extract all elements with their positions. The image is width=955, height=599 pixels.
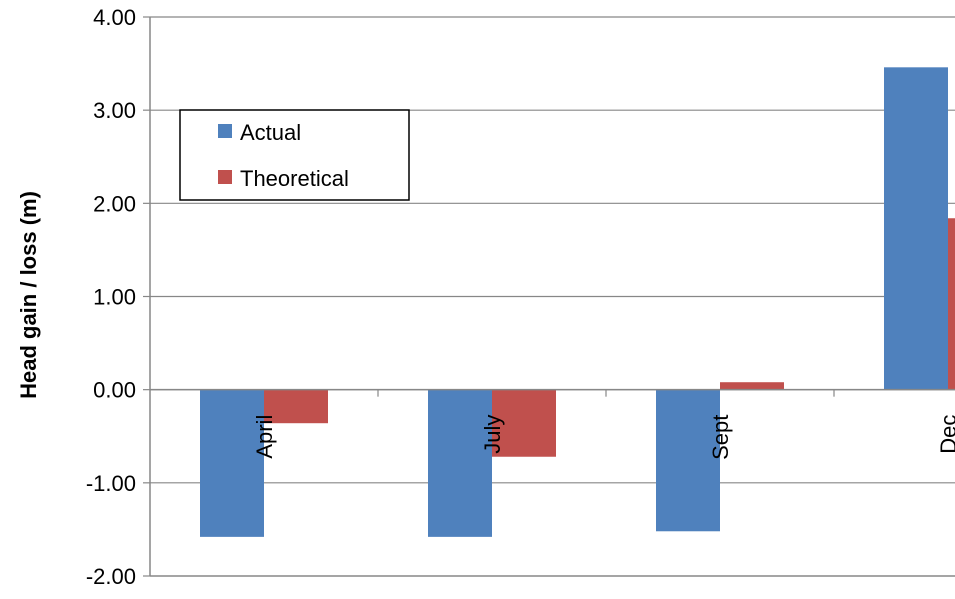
bar-theoretical-dec [948,218,955,390]
category-label-dec: Dec [936,415,955,454]
y-tick-label: -2.00 [86,564,136,589]
category-label-april: April [252,415,277,459]
bar-theoretical-april [264,389,328,424]
bar-theoretical-july [492,389,556,457]
bar-actual-july [428,389,492,537]
y-tick-labels: -2.00 -1.00 0.00 1.00 2.00 3.00 4.00 [86,5,136,589]
axes [149,17,955,577]
legend-swatch-actual [218,124,232,138]
bar-actual-sept [656,389,720,532]
legend-label-actual: Actual [240,120,301,145]
legend: Actual Theoretical [179,109,410,201]
bar-actual-april [200,389,264,537]
gridlines [143,16,955,577]
bar-theoretical-sept [720,382,784,390]
y-tick-label: 3.00 [93,98,136,123]
bars [200,67,955,537]
bar-actual-dec [884,67,948,390]
category-labels: April July Sept Dec [252,415,955,460]
y-tick-label: 0.00 [93,378,136,403]
category-label-july: July [480,415,505,454]
legend-label-theoretical: Theoretical [240,166,349,191]
y-tick-label: 4.00 [93,5,136,30]
y-tick-label: 2.00 [93,191,136,216]
y-axis-title: Head gain / loss (m) [16,191,41,399]
category-label-sept: Sept [708,415,733,460]
y-tick-label: -1.00 [86,471,136,496]
y-tick-label: 1.00 [93,285,136,310]
legend-swatch-theoretical [218,170,232,184]
